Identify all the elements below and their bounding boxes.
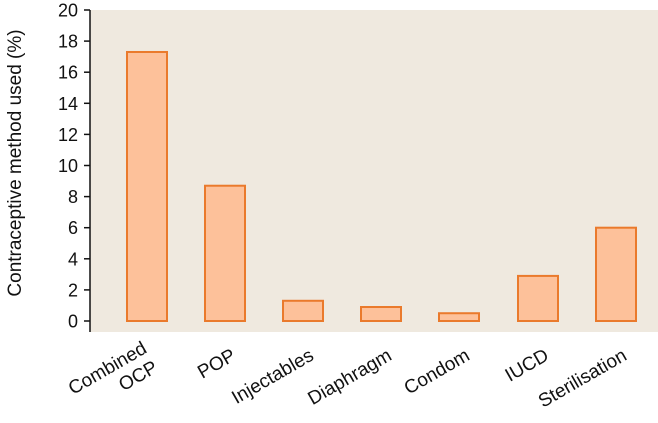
x-category-label: POP bbox=[194, 345, 239, 383]
bar bbox=[438, 312, 480, 323]
y-axis-title: Contraceptive method used (%) bbox=[5, 29, 26, 296]
bar bbox=[360, 306, 402, 323]
bar bbox=[204, 184, 246, 322]
y-tick-label: 12 bbox=[58, 125, 78, 145]
y-tick-label: 16 bbox=[58, 63, 78, 83]
x-category-label: Diaphragm bbox=[305, 345, 396, 410]
x-category-label-line: Sterilisation bbox=[535, 345, 631, 412]
y-tick-label: 10 bbox=[58, 156, 78, 176]
x-category-label-line: Condom bbox=[401, 345, 474, 399]
bars-group bbox=[126, 50, 637, 323]
y-tick-label: 6 bbox=[68, 218, 78, 238]
x-category-label-line: IUCD bbox=[502, 345, 553, 386]
y-tick-label: 0 bbox=[68, 312, 78, 332]
x-category-label: CombinedOCP bbox=[65, 338, 162, 419]
y-tick-label: 18 bbox=[58, 32, 78, 52]
y-tick-label: 8 bbox=[68, 187, 78, 207]
x-category-label-line: Diaphragm bbox=[305, 345, 396, 410]
bar bbox=[517, 274, 559, 322]
y-ticks-group: 0 2 4 6 8 10 12 14 16 18 20 bbox=[58, 1, 90, 332]
x-category-label: Injectables bbox=[228, 345, 317, 409]
x-category-label: Sterilisation bbox=[535, 345, 631, 412]
x-category-label-line: Injectables bbox=[228, 345, 317, 409]
x-category-label: Condom bbox=[401, 345, 474, 399]
x-category-label: IUCD bbox=[502, 345, 553, 386]
y-tick-label: 2 bbox=[68, 280, 78, 300]
y-tick-label: 4 bbox=[68, 249, 78, 269]
y-tick-label: 14 bbox=[58, 94, 78, 114]
bar bbox=[595, 226, 637, 322]
x-category-label-line: POP bbox=[194, 345, 239, 383]
y-tick-label: 20 bbox=[58, 1, 78, 21]
plot-background bbox=[90, 10, 658, 332]
bar bbox=[282, 299, 324, 323]
bar bbox=[126, 50, 168, 323]
